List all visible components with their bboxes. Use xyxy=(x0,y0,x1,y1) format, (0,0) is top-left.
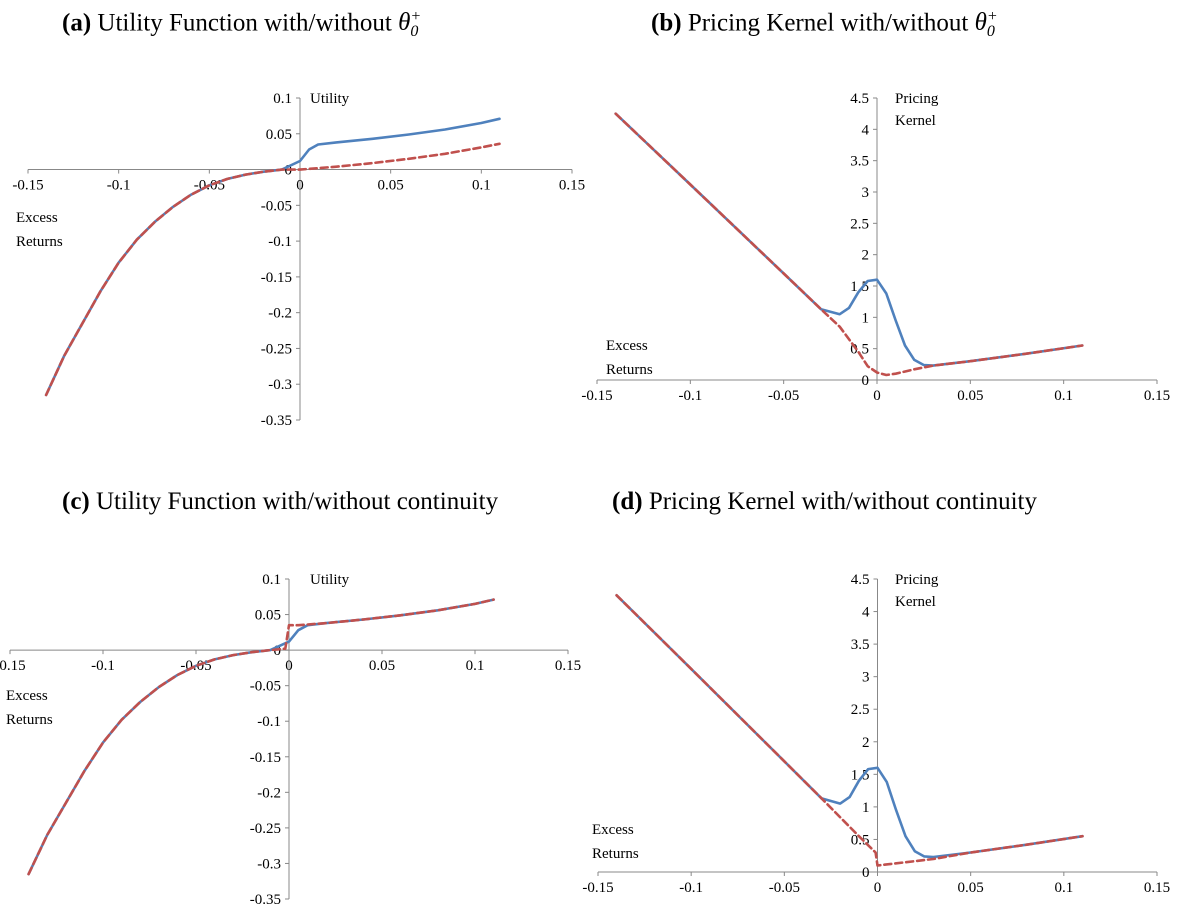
y-tick-label: -0.25 xyxy=(250,821,281,837)
x-tick-label: 0.1 xyxy=(1054,388,1073,404)
x-tick-label: 0.15 xyxy=(555,658,581,674)
x-tick-label: -0.15 xyxy=(582,880,613,896)
x-tick-label: 0.05 xyxy=(957,388,983,404)
y-tick-label: -0.2 xyxy=(257,785,281,801)
panel-title-text: Utility Function with/without continuity xyxy=(96,488,499,515)
y-axis-title: Utility xyxy=(310,572,350,588)
y-tick-label: -0.35 xyxy=(261,413,292,429)
x-tick-label: -0.15 xyxy=(0,658,26,674)
x-tick-label: 0 xyxy=(873,388,881,404)
x-tick-label: -0.1 xyxy=(91,658,115,674)
panel-letter: (c) xyxy=(62,488,90,515)
y-tick-label: -0.25 xyxy=(261,341,292,357)
y-axis-title: Kernel xyxy=(895,594,936,610)
y-tick-label: 2.5 xyxy=(851,702,870,718)
y-tick-label: 0.5 xyxy=(851,832,870,848)
x-tick-label: 0.05 xyxy=(378,178,404,194)
y-tick-label: -0.1 xyxy=(257,714,281,730)
y-tick-label: 0 xyxy=(862,373,870,389)
y-tick-label: 1 xyxy=(862,800,870,816)
x-axis-title: Excess xyxy=(6,688,48,704)
panel-letter: (a) xyxy=(62,9,92,37)
x-axis-title: Returns xyxy=(6,712,53,728)
panel-d-title: (d) Pricing Kernel with/without continui… xyxy=(612,488,1037,516)
x-tick-label: 0.15 xyxy=(1144,388,1170,404)
y-tick-label: 4 xyxy=(862,122,870,138)
x-tick-label: -0.1 xyxy=(678,388,702,404)
y-axis-title: Pricing xyxy=(895,572,939,588)
x-tick-label: 0.15 xyxy=(1144,880,1170,896)
y-tick-label: -0.05 xyxy=(261,198,292,214)
x-tick-label: 0.1 xyxy=(1054,880,1073,896)
dashed-series-line xyxy=(614,112,1084,377)
panel-c-title: (c) Utility Function with/without contin… xyxy=(62,488,498,516)
x-tick-label: 0 xyxy=(296,178,304,194)
y-tick-label: 1 xyxy=(862,310,870,326)
dashed-series-line xyxy=(44,142,501,397)
solid-series-line xyxy=(614,112,1084,367)
y-tick-label: -0.05 xyxy=(250,679,281,695)
x-tick-label: -0.15 xyxy=(12,178,43,194)
y-tick-label: 1.5 xyxy=(850,279,869,295)
y-tick-label: -0.2 xyxy=(268,306,292,322)
x-tick-label: -0.15 xyxy=(581,388,612,404)
y-tick-label: -0.1 xyxy=(268,234,292,250)
y-tick-label: 4 xyxy=(862,605,870,621)
panel-title-text: Pricing Kernel with/without xyxy=(687,9,969,37)
y-tick-label: -0.15 xyxy=(261,270,292,286)
theta-symbol: θ0+ xyxy=(398,8,422,41)
y-axis-title: Utility xyxy=(310,91,350,107)
x-tick-label: 0.1 xyxy=(466,658,485,674)
x-tick-label: 0.05 xyxy=(958,880,984,896)
x-tick-label: -0.1 xyxy=(107,178,131,194)
x-tick-label: 0 xyxy=(285,658,293,674)
y-tick-label: -0.3 xyxy=(268,377,292,393)
x-tick-label: 0.05 xyxy=(369,658,395,674)
x-tick-label: 0 xyxy=(874,880,882,896)
y-tick-label: 2.5 xyxy=(850,216,869,232)
dashed-series-line xyxy=(27,598,495,876)
y-tick-label: -0.3 xyxy=(257,856,281,872)
y-tick-label: 2 xyxy=(862,248,870,264)
x-axis-title: Excess xyxy=(16,210,58,226)
panel-letter: (b) xyxy=(651,9,682,37)
y-tick-label: 4.5 xyxy=(850,91,869,107)
y-tick-label: 3.5 xyxy=(851,637,870,653)
panel-b-title: (b) Pricing Kernel with/without θ0+ xyxy=(651,8,998,41)
x-tick-label: -0.05 xyxy=(769,880,800,896)
y-tick-label: 0 xyxy=(862,865,870,881)
y-tick-label: -0.35 xyxy=(250,892,281,908)
panel-title-text: Utility Function with/without xyxy=(97,9,392,37)
y-axis-title: Pricing xyxy=(895,91,939,107)
y-tick-label: 3.5 xyxy=(850,154,869,170)
y-tick-label: 2 xyxy=(862,735,870,751)
y-tick-label: 4.5 xyxy=(851,572,870,588)
x-axis-title: Returns xyxy=(592,846,639,862)
y-tick-label: 0 xyxy=(274,643,282,659)
panel-title-text: Pricing Kernel with/without continuity xyxy=(648,488,1037,515)
y-tick-label: 0.1 xyxy=(262,572,281,588)
panel-letter: (d) xyxy=(612,488,643,515)
y-tick-label: 3 xyxy=(862,670,870,686)
y-axis-title: Kernel xyxy=(895,113,936,129)
dashed-series-line xyxy=(615,593,1084,867)
x-axis-title: Excess xyxy=(592,822,634,838)
theta-symbol: θ0+ xyxy=(974,8,998,41)
x-axis-title: Excess xyxy=(606,338,648,354)
panel-a-title: (a) Utility Function with/without θ0+ xyxy=(62,8,421,41)
y-tick-label: 0.05 xyxy=(255,608,281,624)
y-tick-label: -0.15 xyxy=(250,750,281,766)
x-axis-title: Returns xyxy=(606,362,653,378)
x-tick-label: -0.1 xyxy=(679,880,703,896)
x-tick-label: 0.15 xyxy=(559,178,585,194)
y-tick-label: 0.1 xyxy=(273,91,292,107)
x-tick-label: -0.05 xyxy=(768,388,799,404)
y-tick-label: 3 xyxy=(862,185,870,201)
x-tick-label: 0.1 xyxy=(472,178,491,194)
x-axis-title: Returns xyxy=(16,234,63,250)
y-tick-label: 0.05 xyxy=(266,127,292,143)
solid-series-line xyxy=(615,593,1084,859)
